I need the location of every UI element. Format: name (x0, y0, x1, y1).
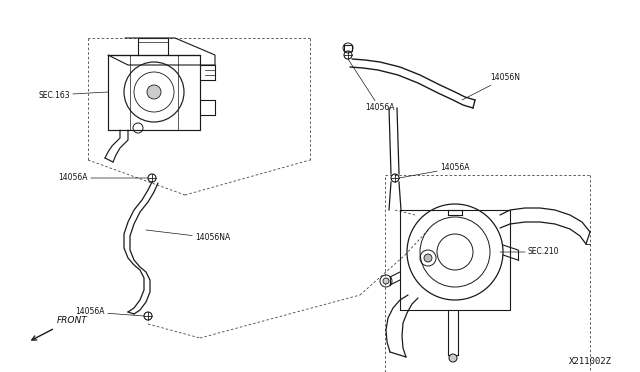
Circle shape (424, 254, 432, 262)
Text: SEC.210: SEC.210 (500, 247, 559, 257)
Text: FRONT: FRONT (57, 316, 88, 325)
Circle shape (449, 354, 457, 362)
Text: 14056NA: 14056NA (146, 230, 230, 243)
Text: 14056A: 14056A (76, 308, 144, 317)
Text: 14056N: 14056N (462, 74, 520, 100)
Text: SEC.163: SEC.163 (38, 90, 108, 99)
Text: 14056A: 14056A (399, 164, 470, 178)
Circle shape (147, 85, 161, 99)
Text: 14056A: 14056A (348, 59, 394, 112)
Text: X211002Z: X211002Z (569, 357, 612, 366)
Circle shape (383, 278, 389, 284)
Text: 14056A: 14056A (58, 173, 148, 183)
